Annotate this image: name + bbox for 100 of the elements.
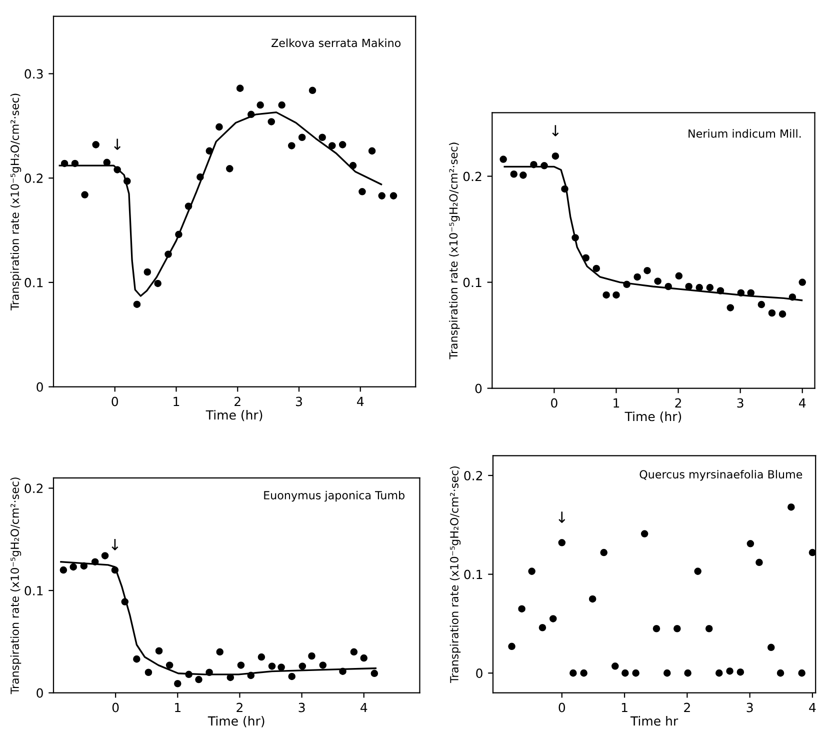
point [175, 230, 182, 238]
point [308, 652, 316, 660]
x-tick-label: 2 [234, 396, 240, 406]
point [298, 134, 306, 142]
point [640, 530, 648, 538]
point [268, 118, 276, 126]
x-tick-label: 1 [174, 396, 180, 406]
text: Euonymus japonica Tumb [264, 490, 404, 502]
point [798, 669, 806, 677]
x-tick-label: 4 [809, 702, 816, 712]
point [184, 202, 192, 210]
point [121, 598, 129, 606]
point [80, 562, 88, 570]
point [696, 284, 704, 292]
point [328, 142, 336, 150]
line-series [58, 111, 382, 297]
point [654, 278, 662, 285]
point [788, 293, 796, 301]
y-tick-label: 0.2 [24, 484, 43, 494]
point [166, 662, 174, 669]
point [216, 648, 224, 656]
x-tick-label: 1 [614, 398, 620, 408]
point [530, 160, 538, 168]
point [226, 674, 234, 682]
point [81, 191, 88, 198]
point [737, 289, 745, 297]
text: Zelkova serrata Makino [272, 38, 401, 48]
point [256, 101, 264, 109]
y-tick-label: 0.2 [463, 172, 482, 182]
point [798, 278, 806, 286]
y-axis-title: Transpiration rate (x10⁻⁵gH₂O/cm²·sec) [10, 478, 22, 694]
point [561, 185, 568, 193]
x-tick-label: 4 [360, 702, 368, 712]
point [91, 558, 99, 566]
point [101, 552, 109, 560]
y-tick-label: 0 [36, 382, 43, 392]
point [518, 605, 526, 612]
point [788, 503, 795, 511]
point [675, 272, 683, 280]
point [768, 309, 776, 317]
text: Nerium indicum Mill. [688, 129, 801, 138]
point [368, 147, 376, 155]
x-tick-label: 1 [622, 702, 628, 712]
point [538, 624, 546, 632]
point [685, 282, 692, 290]
point [684, 669, 692, 677]
point [500, 156, 507, 163]
point [570, 669, 577, 677]
point [71, 160, 79, 168]
point [144, 668, 152, 676]
x-tick-label: 1 [175, 702, 180, 712]
point [552, 152, 560, 160]
point [60, 566, 68, 574]
x-tick-label: 2 [684, 702, 690, 712]
point [715, 669, 723, 677]
y-tick-label: 0.1 [24, 586, 43, 596]
y-tick-label: 0.1 [463, 278, 482, 288]
y-tick-label: 0.1 [24, 278, 43, 288]
point [350, 648, 358, 656]
point [258, 653, 266, 661]
point [600, 548, 608, 556]
x-tick-label: 2 [675, 398, 682, 408]
point [572, 234, 579, 242]
annotation: ↓ [112, 539, 118, 550]
x-axis-title: Time (hr) [624, 411, 682, 423]
point [339, 668, 346, 675]
point [288, 672, 296, 680]
x-tick-label: 0 [558, 702, 566, 712]
point [360, 654, 368, 662]
point [237, 662, 245, 669]
y-axis-title: Transpiration rate (x10⁻⁵gH₂O/cm²·sec) [449, 142, 460, 360]
point [778, 310, 786, 318]
point [70, 563, 77, 571]
point [716, 287, 724, 294]
point [776, 669, 784, 677]
x-tick-label: 0 [112, 702, 119, 712]
point [632, 669, 640, 677]
point [133, 300, 141, 308]
x-axis-title: Time hr [630, 716, 678, 726]
x-tick-label: 0 [112, 396, 118, 406]
point [236, 84, 244, 92]
annotation: ↓ [558, 512, 566, 523]
point [226, 165, 234, 172]
point [582, 254, 590, 262]
point [592, 264, 600, 272]
y-tick-label: 0 [475, 384, 482, 394]
point [736, 668, 744, 676]
point [318, 134, 326, 142]
point [308, 86, 316, 94]
point [278, 664, 285, 671]
y-axis-title: Transpiration rate (x10⁻⁵gH₂O/cm²·sec) [10, 94, 22, 310]
point [758, 300, 766, 308]
point [588, 595, 596, 603]
point [558, 539, 566, 546]
annotation: ↓ [114, 138, 121, 150]
point [60, 160, 68, 168]
x-tick-label: 0 [551, 398, 558, 408]
point [623, 280, 630, 288]
point [185, 670, 192, 678]
x-tick-label: 3 [746, 702, 753, 712]
